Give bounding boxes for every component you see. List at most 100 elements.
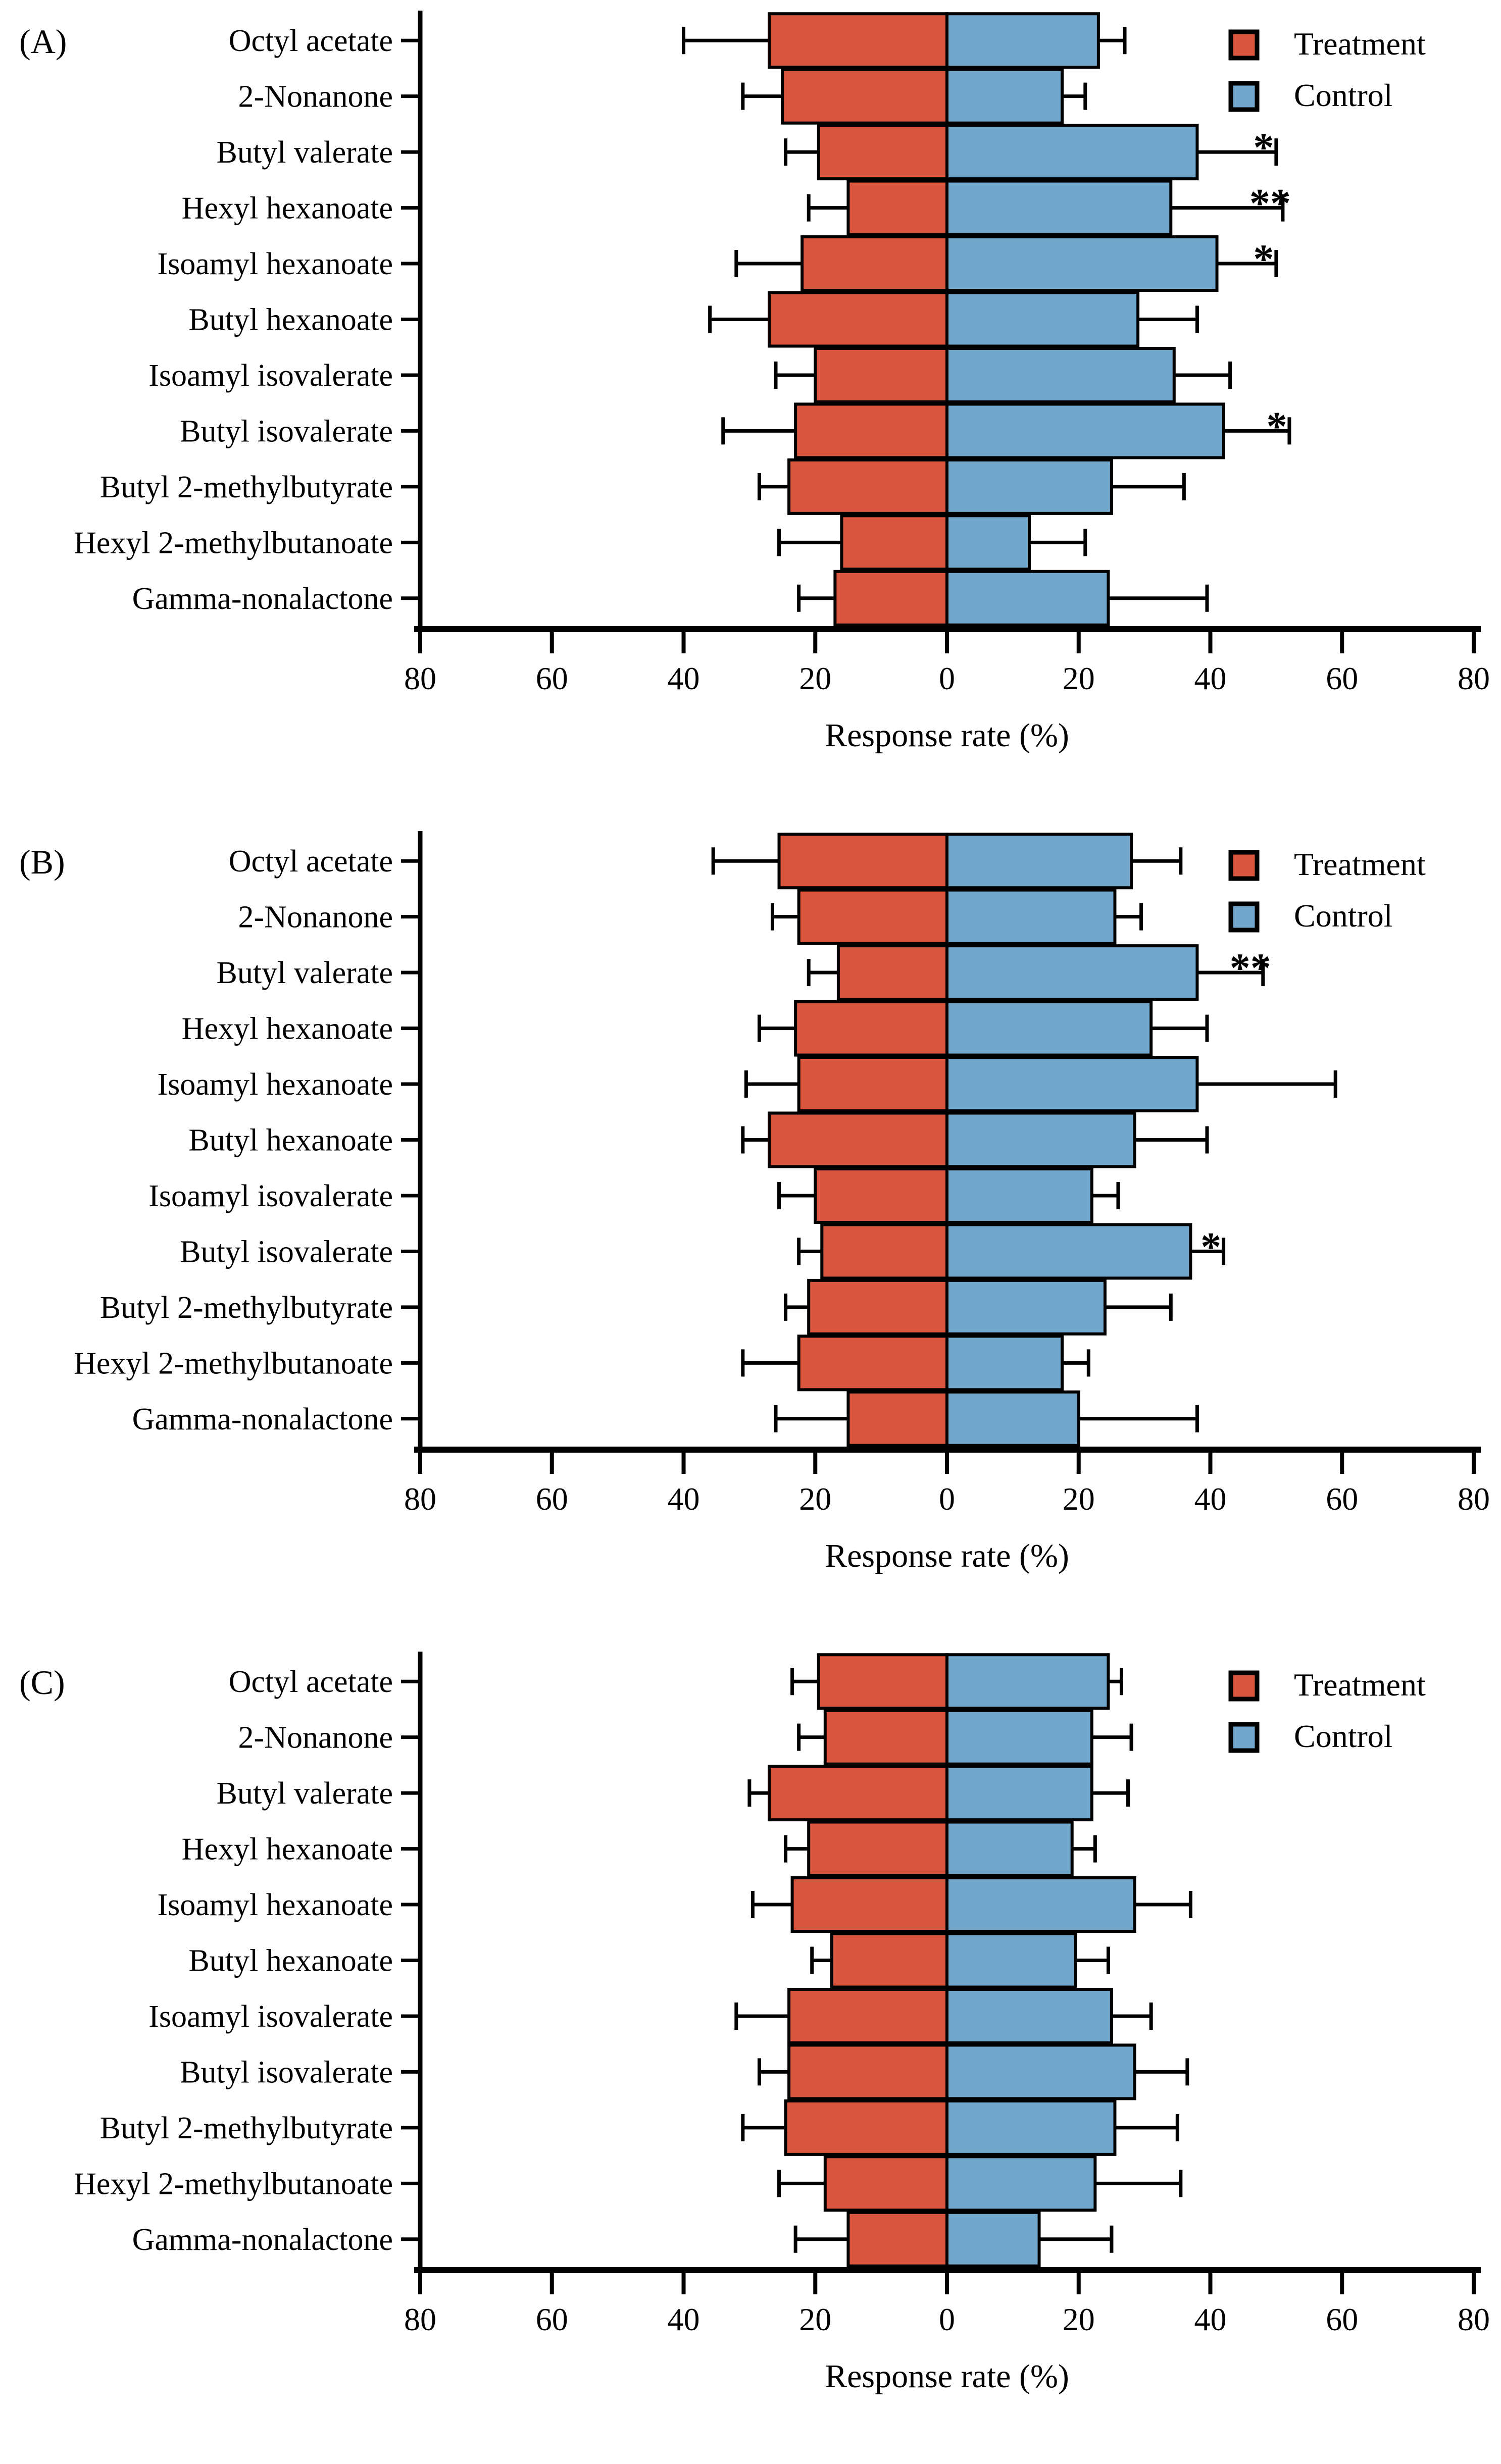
category-label: Gamma-nonalactone xyxy=(132,1402,393,1436)
treatment-bar xyxy=(830,1932,948,1989)
category-label: Butyl hexanoate xyxy=(188,1944,393,1978)
legend-treatment-swatch xyxy=(1228,850,1260,881)
category-label: Isoamyl isovalerate xyxy=(148,1179,393,1213)
control-bar xyxy=(945,2099,1117,2156)
chart-svg: Octyl acetate 2-Nonanone Butyl valerate Hex… xyxy=(19,1652,1490,2395)
control-bar xyxy=(945,570,1110,627)
significance-star: ** xyxy=(1230,945,1271,991)
control-bar xyxy=(945,1765,1093,1822)
x-axis-title: Response rate (%) xyxy=(825,717,1069,754)
control-bar xyxy=(945,1223,1192,1280)
category-label: 2-Nonanone xyxy=(238,900,393,935)
category-label: Butyl isovalerate xyxy=(180,1235,393,1269)
category-label: Hexyl hexanoate xyxy=(182,1832,393,1867)
treatment-bar xyxy=(846,2211,948,2268)
category-label: Hexyl 2-methylbutanoate xyxy=(74,526,393,560)
legend-control-label: Control xyxy=(1294,898,1393,934)
legend-treatment-label: Treatment xyxy=(1294,26,1426,62)
treatment-bar xyxy=(787,2043,948,2100)
control-bar xyxy=(945,235,1219,292)
x-tick-label: 20 xyxy=(799,1481,831,1517)
x-tick-label: 20 xyxy=(1063,1481,1095,1517)
treatment-bar xyxy=(807,1278,949,1336)
control-bar xyxy=(945,458,1113,515)
category-label: Isoamyl hexanoate xyxy=(157,1067,393,1102)
x-tick-label: 0 xyxy=(939,660,955,696)
control-bar xyxy=(945,2155,1097,2212)
control-bar xyxy=(945,1056,1199,1113)
category-label: Butyl 2-methylbutyrate xyxy=(100,2111,393,2145)
category-label: Butyl hexanoate xyxy=(188,303,393,337)
treatment-bar xyxy=(823,1709,949,1766)
x-tick-label: 20 xyxy=(1063,2301,1095,2337)
treatment-bar xyxy=(846,179,948,236)
x-tick-label: 60 xyxy=(536,1481,568,1517)
control-bar xyxy=(945,944,1199,1001)
treatment-bar xyxy=(784,2099,949,2156)
legend-control-swatch xyxy=(1228,81,1260,112)
x-tick-label: 40 xyxy=(668,660,700,696)
category-label: Hexyl hexanoate xyxy=(182,1012,393,1046)
chart-svg: Octyl acetate 2-Nonanone Butyl valerate ** H… xyxy=(19,831,1490,1574)
x-tick-label: 20 xyxy=(799,2301,831,2337)
category-label: Gamma-nonalactone xyxy=(132,2223,393,2257)
x-tick-label: 40 xyxy=(1194,2301,1227,2337)
treatment-bar xyxy=(767,1765,949,1822)
treatment-bar xyxy=(767,291,949,348)
panel-b-chart: Octyl acetate 2-Nonanone Butyl valerate ** H… xyxy=(0,820,1501,1641)
treatment-bar xyxy=(781,68,948,125)
category-label: Hexyl hexanoate xyxy=(182,191,393,226)
control-bar xyxy=(945,1334,1064,1392)
chart-svg: Octyl acetate 2-Nonanone Butyl valerate * He… xyxy=(19,11,1490,754)
treatment-bar xyxy=(820,1223,948,1280)
legend-treatment-label: Treatment xyxy=(1294,846,1426,882)
significance-star: * xyxy=(1253,236,1274,282)
control-bar xyxy=(945,179,1173,236)
control-bar xyxy=(945,1278,1107,1336)
category-label: Butyl valerate xyxy=(217,956,393,990)
control-bar xyxy=(945,124,1199,181)
significance-star: * xyxy=(1266,403,1287,449)
control-bar xyxy=(945,402,1225,459)
x-tick-label: 80 xyxy=(404,2301,436,2337)
category-label: Octyl acetate xyxy=(229,24,393,58)
x-tick-label: 80 xyxy=(1458,1481,1490,1517)
treatment-bar xyxy=(777,833,948,890)
x-tick-label: 20 xyxy=(1063,660,1095,696)
significance-star: * xyxy=(1200,1223,1221,1269)
treatment-bar xyxy=(767,1111,949,1168)
treatment-bar xyxy=(790,1876,949,1933)
control-bar xyxy=(945,1167,1093,1224)
x-axis-title: Response rate (%) xyxy=(825,2358,1069,2395)
category-label: Hexyl 2-methylbutanoate xyxy=(74,2167,393,2201)
treatment-bar xyxy=(846,1390,948,1447)
control-bar xyxy=(945,1000,1153,1057)
category-label: 2-Nonanone xyxy=(238,1721,393,1755)
legend-control-swatch xyxy=(1228,901,1260,933)
x-tick-label: 40 xyxy=(1194,660,1227,696)
treatment-bar xyxy=(836,944,948,1001)
treatment-bar xyxy=(833,570,949,627)
category-label: Octyl acetate xyxy=(229,844,393,879)
legend-treatment-swatch xyxy=(1228,29,1260,61)
control-bar xyxy=(945,888,1117,945)
category-label: Butyl 2-methylbutyrate xyxy=(100,1291,393,1325)
x-tick-label: 60 xyxy=(536,660,568,696)
panel-letter: (B) xyxy=(19,843,65,881)
category-label: Isoamyl isovalerate xyxy=(148,358,393,393)
control-bar xyxy=(945,1653,1110,1710)
panel-a-chart: Octyl acetate 2-Nonanone Butyl valerate * He… xyxy=(0,0,1501,820)
x-tick-label: 60 xyxy=(1326,1481,1358,1517)
treatment-bar xyxy=(814,346,948,403)
category-label: Butyl 2-methylbutyrate xyxy=(100,470,393,504)
x-tick-label: 80 xyxy=(404,660,436,696)
control-bar xyxy=(945,291,1140,348)
control-bar xyxy=(945,833,1133,890)
treatment-bar xyxy=(807,1820,949,1877)
category-label: Isoamyl hexanoate xyxy=(157,1888,393,1922)
control-bar xyxy=(945,346,1176,403)
x-tick-label: 40 xyxy=(668,2301,700,2337)
x-tick-label: 40 xyxy=(668,1481,700,1517)
panel-c-chart: Octyl acetate 2-Nonanone Butyl valerate Hex… xyxy=(0,1641,1501,2461)
